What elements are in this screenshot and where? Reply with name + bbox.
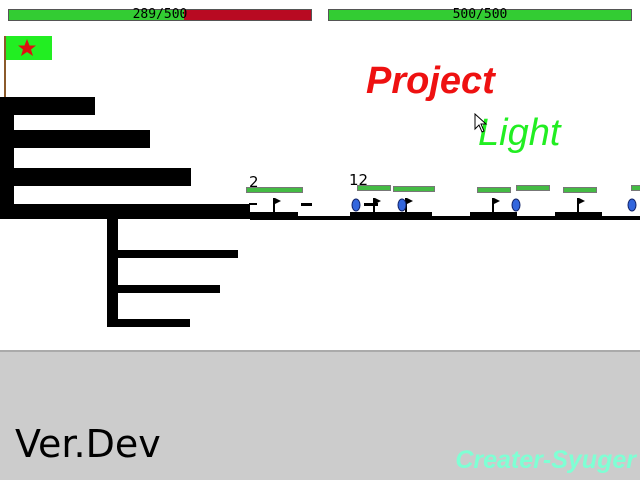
lower-wall: [107, 219, 118, 327]
base-ledge-2: [0, 130, 150, 148]
cursor-arrow-icon: [474, 112, 488, 137]
bottom-panel: Ver.Dev Creater-Syuger: [0, 350, 640, 480]
unit-figures: [240, 190, 640, 220]
lower-ledge-3: [107, 319, 190, 327]
enemy-hp-bar: 500/500: [328, 7, 632, 22]
credit-label: Creater-Syuger: [455, 446, 636, 474]
flag-star-icon: [6, 36, 52, 60]
base-floor: [0, 204, 250, 219]
enemy-hp-text: 500/500: [452, 7, 508, 22]
title-light: Light: [478, 112, 561, 154]
unit-platform: [555, 212, 602, 217]
flag-pole: [4, 36, 6, 98]
unit-platform: [247, 212, 298, 217]
unit-hp-bar: [246, 187, 303, 193]
unit-hp-bar: [516, 185, 550, 191]
unit-hp-bar: [393, 186, 435, 192]
unit-hp-bar: [563, 187, 597, 193]
unit-hp-bar: [357, 185, 391, 191]
version-label: Ver.Dev: [15, 422, 161, 466]
title-project: Project: [366, 60, 495, 102]
base-wall: [0, 97, 14, 219]
ground-line: [250, 216, 640, 220]
lower-ledge-2: [107, 285, 220, 293]
base-ledge-3: [0, 168, 191, 186]
player-hp-fill: [9, 10, 184, 20]
base-ledge-1: [0, 97, 95, 115]
unit-platform: [350, 212, 432, 217]
unit-hp-bar: [477, 187, 511, 193]
player-hp-bar: 289/500: [8, 7, 312, 22]
player-hp-text: 289/500: [132, 7, 188, 22]
unit-platform: [470, 212, 517, 217]
unit-counter-right: 12: [349, 171, 369, 189]
lower-ledge-1: [107, 250, 238, 258]
unit-hp-bar: [631, 185, 640, 191]
unit-counter-left: 2: [249, 173, 259, 191]
enemy-hp-fill: [329, 10, 631, 20]
